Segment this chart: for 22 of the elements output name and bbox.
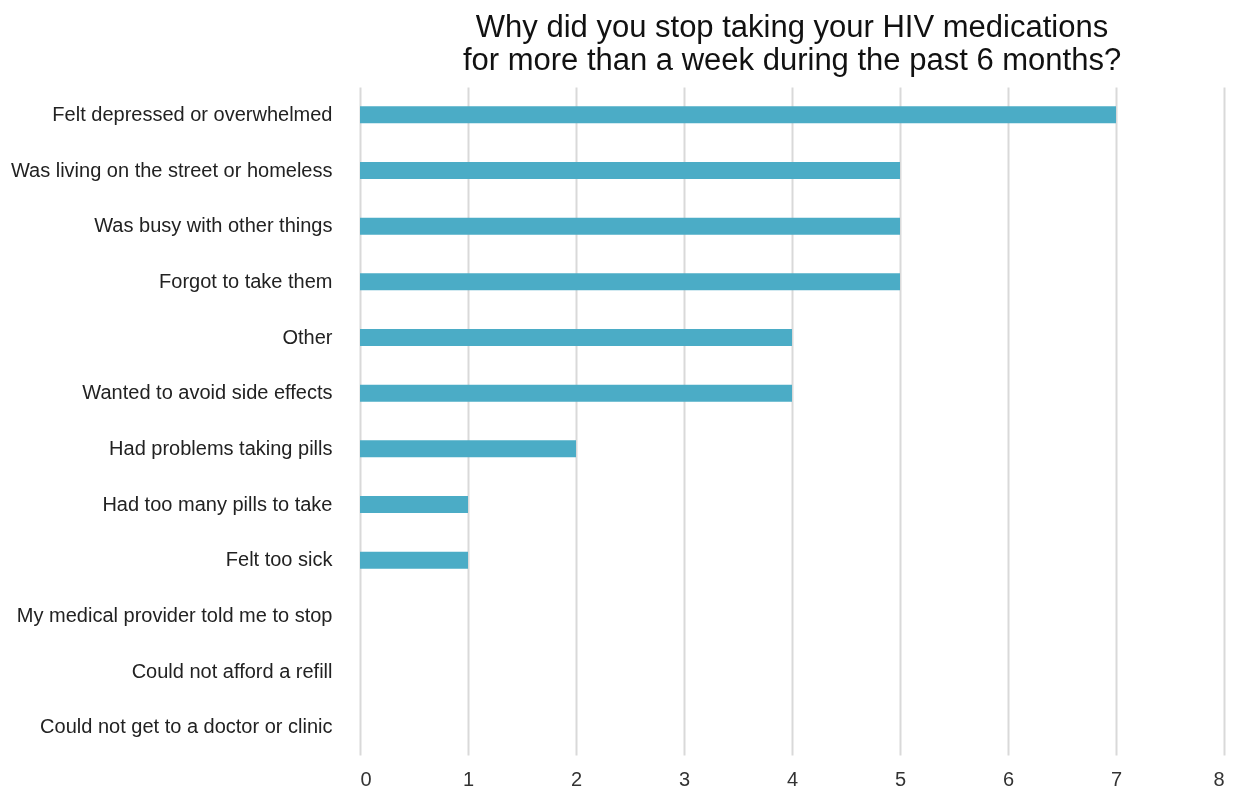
x-tick-label: 7 [1110,767,1123,790]
x-tick-label: 3 [678,767,691,790]
x-tick-label: 6 [1002,767,1015,790]
y-tick-label: Was living on the street or homeless [10,158,333,181]
y-tick-label: Other [282,325,333,348]
x-tick-label: 4 [786,767,799,790]
x-tick-label: 2 [570,767,583,790]
y-tick-label: Had problems taking pills [109,436,333,459]
y-tick-label: Could not afford a refill [131,659,333,682]
x-tick-label: 8 [1213,767,1225,790]
y-tick-label: Felt too sick [225,548,334,571]
y-tick-label: Had too many pills to take [102,492,333,515]
y-tick-label: Felt depressed or overwhelmed [52,102,333,125]
y-tick-label: Could not get to a doctor or clinic [40,715,333,738]
y-tick-label: Wanted to avoid side effects [82,381,333,404]
y-tick-label: My medical provider told me to stop [16,603,333,626]
x-tick-label: 0 [360,767,372,790]
chart-title: Why did you stop taking your HIV medications for more than a week during the past 6 months? [462,9,1122,77]
y-tick-label: Was busy with other things [94,214,333,237]
x-tick-label: 5 [894,767,907,790]
y-tick-label: Forgot to take them [159,269,333,292]
x-tick-label: 1 [462,767,475,790]
